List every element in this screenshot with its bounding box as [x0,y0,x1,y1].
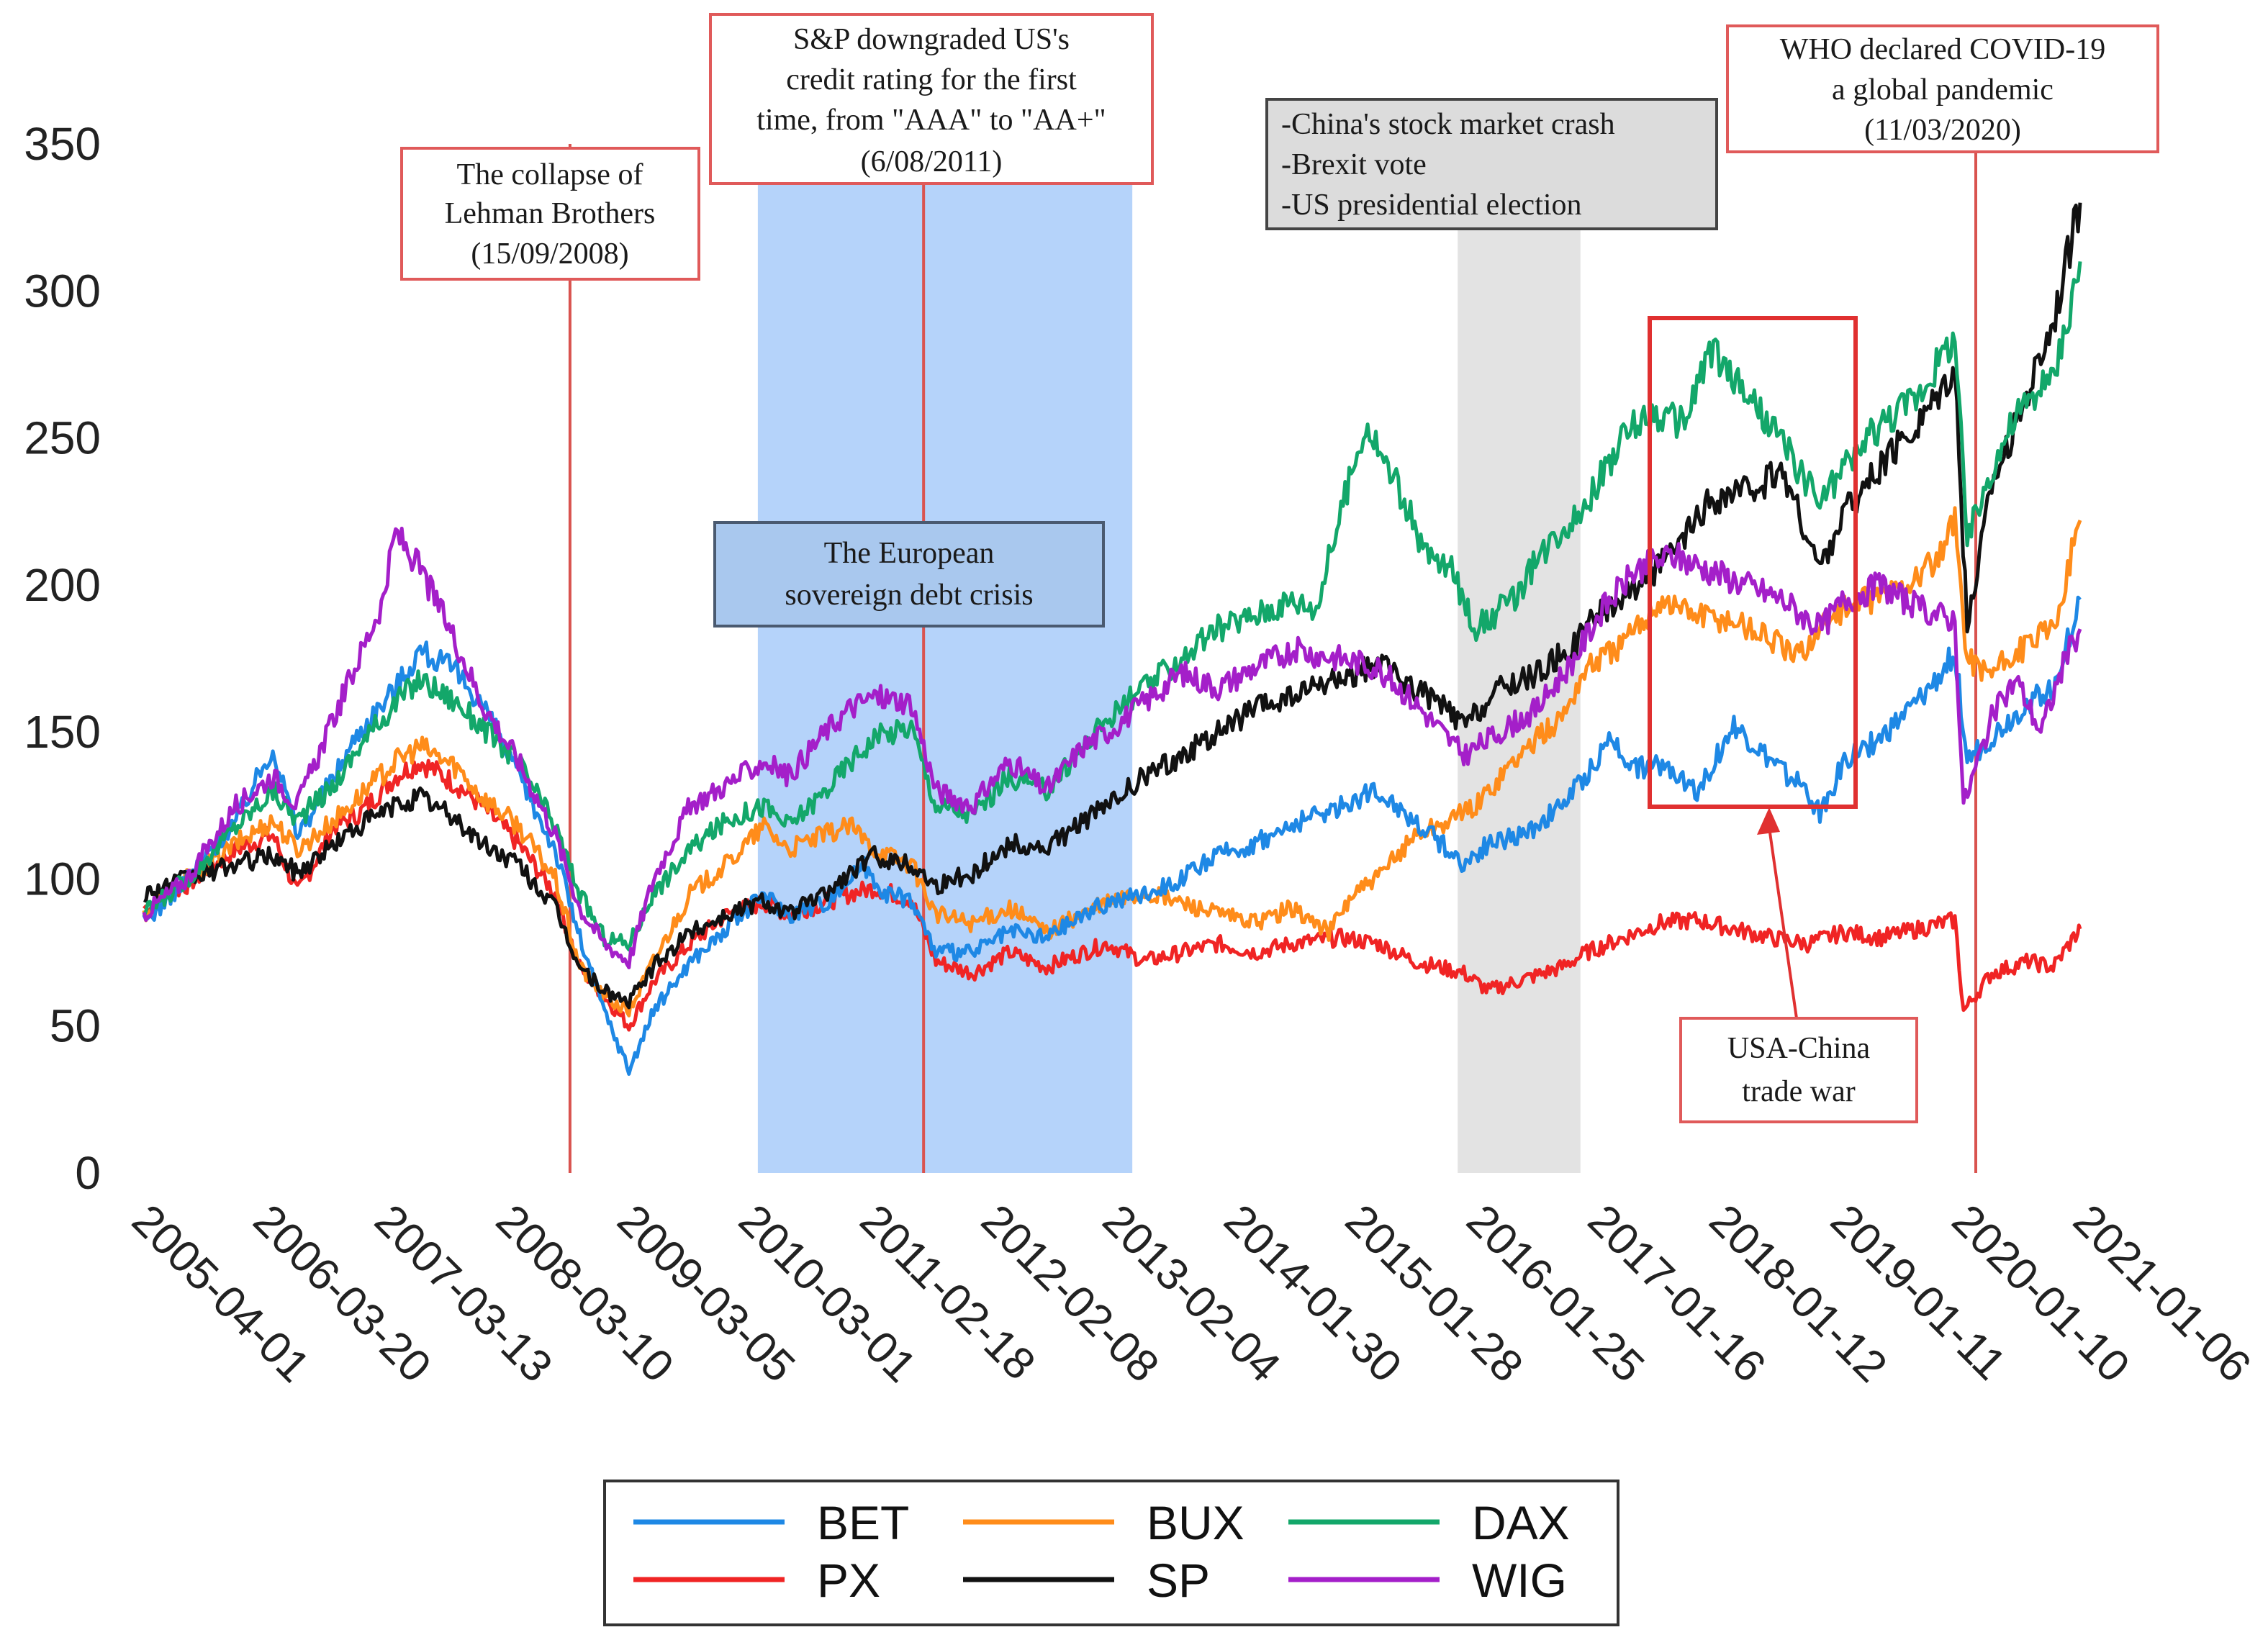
legend-label-sp: SP [1147,1554,1210,1607]
annotation-euro-line-1: The European [824,537,995,570]
annotation-sp-line-3: time, from "AAA" to "AA+" [756,104,1106,137]
legend: BET BUX DAX PX SP WIG [603,1480,1619,1626]
annotation-trade-line-2: trade war [1742,1075,1855,1108]
x-axis-ticks: 2005-04-012006-03-202007-03-132008-03-10… [122,1195,2260,1392]
series-line-bet [142,595,2082,1076]
annotation-euro-line-2: sovereign debt crisis [785,579,1033,612]
y-tick-label: 350 [24,118,101,170]
legend-label-bet: BET [817,1496,909,1549]
annotation-sp-line-1: S&P downgraded US's [793,23,1070,56]
y-tick-label: 100 [24,853,101,905]
annotation-lehman-line-1: The collapse of [457,158,643,191]
y-axis-ticks: 0 50 100 150 200 250 300 350 [24,118,101,1199]
annotation-euro-crisis: The European sovereign debt crisis [713,521,1105,628]
legend-label-px: PX [817,1554,880,1607]
annotation-sp-line-2: credit rating for the first [786,63,1077,96]
y-tick-label: 200 [24,559,101,611]
annotation-sp-downgrade: S&P downgraded US's credit rating for th… [709,13,1154,185]
series-lines [142,202,2082,1076]
legend-label-wig: WIG [1472,1554,1567,1607]
y-tick-label: 50 [50,1000,101,1052]
annotation-covid-line-2: a global pandemic [1832,73,2054,107]
annotation-lehman-line-3: (15/09/2008) [471,237,628,271]
annotation-trade-line-1: USA-China [1727,1032,1871,1065]
annotation-covid-line-1: WHO declared COVID-19 [1780,33,2106,66]
series-line-px [143,758,2082,1032]
annotation-covid-line-3: (11/03/2020) [1864,114,2021,147]
annotation-china-line-2: -Brexit vote [1281,148,1427,181]
y-tick-label: 150 [24,706,101,758]
legend-label-dax: DAX [1472,1496,1570,1549]
annotation-lehman: The collapse of Lehman Brothers (15/09/2… [400,147,700,281]
series-line-dax [142,261,2082,952]
annotation-china-brexit: -China's stock market crash -Brexit vote… [1265,98,1718,230]
series-line-wig [142,526,2082,969]
shaded-region-1 [757,144,1133,1173]
y-tick-label: 0 [75,1147,101,1199]
trade-war-highlight [1648,316,1858,1019]
y-tick-label: 250 [24,412,101,464]
y-tick-label: 300 [24,265,101,317]
annotation-trade-war: USA-China trade war [1679,1017,1918,1123]
annotation-china-line-3: -US presidential election [1281,189,1582,222]
annotation-lehman-line-2: Lehman Brothers [445,197,656,230]
annotation-sp-line-4: (6/08/2011) [861,145,1003,178]
series-line-sp [143,202,2082,1010]
annotation-china-line-1: -China's stock market crash [1281,108,1615,141]
legend-label-bux: BUX [1147,1496,1244,1549]
annotation-covid: WHO declared COVID-19 a global pandemic … [1726,24,2159,153]
